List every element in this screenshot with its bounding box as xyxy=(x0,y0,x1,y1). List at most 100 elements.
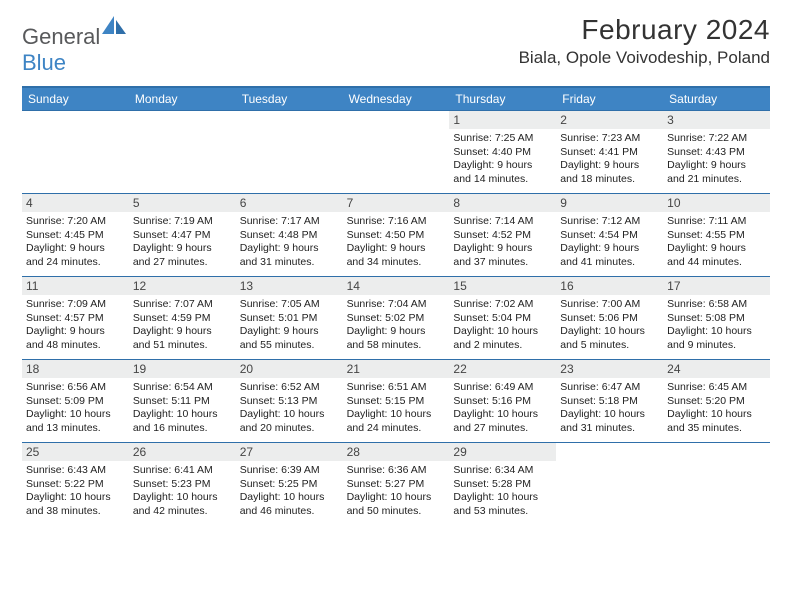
day-cell: 4 Sunrise: 7:20 AMSunset: 4:45 PMDaylight… xyxy=(22,194,129,276)
day-number: 18 xyxy=(22,360,129,378)
weekday-header: Monday xyxy=(129,88,236,110)
day-number: 29 xyxy=(449,443,556,461)
day-cell: 18Sunrise: 6:56 AMSunset: 5:09 PMDayligh… xyxy=(22,360,129,442)
day-cell: 27Sunrise: 6:39 AMSunset: 5:25 PMDayligh… xyxy=(236,443,343,525)
day-cell: 6 Sunrise: 7:17 AMSunset: 4:48 PMDaylight… xyxy=(236,194,343,276)
day-number: 17 xyxy=(663,277,770,295)
day-number: 28 xyxy=(343,443,450,461)
day-cell: 22Sunrise: 6:49 AMSunset: 5:16 PMDayligh… xyxy=(449,360,556,442)
day-info: Sunrise: 6:52 AMSunset: 5:13 PMDaylight:… xyxy=(240,381,339,436)
location-subtitle: Biala, Opole Voivodeship, Poland xyxy=(519,48,770,68)
day-cell: 20 Sunrise: 6:52 AMSunset: 5:13 PMDayligh… xyxy=(236,360,343,442)
day-number: 23 xyxy=(556,360,663,378)
day-number: 20 xyxy=(236,360,343,378)
day-cell: 12 Sunrise: 7:07 AMSunset: 4:59 PMDayligh… xyxy=(129,277,236,359)
day-info: Sunrise: 6:36 AMSunset: 5:27 PMDaylight:… xyxy=(347,464,446,519)
day-cell: 25 Sunrise: 6:43 AMSunset: 5:22 PMDayligh… xyxy=(22,443,129,525)
logo-word-general: General xyxy=(22,24,100,49)
weekday-header: Wednesday xyxy=(343,88,450,110)
day-cell: 2Sunrise: 7:23 AMSunset: 4:41 PMDaylight… xyxy=(556,111,663,193)
day-number: 4 xyxy=(22,194,129,212)
day-info: Sunrise: 7:09 AMSunset: 4:57 PMDaylight:… xyxy=(26,298,125,353)
day-info: Sunrise: 7:00 AMSunset: 5:06 PMDaylight:… xyxy=(560,298,659,353)
day-info: Sunrise: 7:19 AMSunset: 4:47 PMDaylight:… xyxy=(133,215,232,270)
empty-cell xyxy=(129,111,236,193)
weeks-container: 1 Sunrise: 7:25 AMSunset: 4:40 PMDaylight… xyxy=(22,110,770,525)
day-info: Sunrise: 6:43 AMSunset: 5:22 PMDaylight:… xyxy=(26,464,125,519)
day-info: Sunrise: 6:45 AMSunset: 5:20 PMDaylight:… xyxy=(667,381,766,436)
day-info: Sunrise: 7:07 AMSunset: 4:59 PMDaylight:… xyxy=(133,298,232,353)
day-info: Sunrise: 7:22 AMSunset: 4:43 PMDaylight:… xyxy=(667,132,766,187)
week-row: 11 Sunrise: 7:09 AMSunset: 4:57 PMDayligh… xyxy=(22,276,770,359)
day-info: Sunrise: 7:14 AMSunset: 4:52 PMDaylight:… xyxy=(453,215,552,270)
weekday-header: Saturday xyxy=(663,88,770,110)
day-cell: 14 Sunrise: 7:04 AMSunset: 5:02 PMDayligh… xyxy=(343,277,450,359)
day-number: 22 xyxy=(449,360,556,378)
day-cell: 19 Sunrise: 6:54 AMSunset: 5:11 PMDayligh… xyxy=(129,360,236,442)
day-cell: 23 Sunrise: 6:47 AMSunset: 5:18 PMDayligh… xyxy=(556,360,663,442)
day-number: 11 xyxy=(22,277,129,295)
day-number: 13 xyxy=(236,277,343,295)
logo-text: General Blue xyxy=(22,20,128,76)
week-row: 25 Sunrise: 6:43 AMSunset: 5:22 PMDayligh… xyxy=(22,442,770,525)
day-info: Sunrise: 7:05 AMSunset: 5:01 PMDaylight:… xyxy=(240,298,339,353)
page-header: General Blue February 2024 Biala, Opole … xyxy=(22,14,770,76)
day-info: Sunrise: 7:17 AMSunset: 4:48 PMDaylight:… xyxy=(240,215,339,270)
empty-cell xyxy=(663,443,770,525)
sail-icon xyxy=(100,14,128,38)
day-cell: 8 Sunrise: 7:14 AMSunset: 4:52 PMDaylight… xyxy=(449,194,556,276)
day-info: Sunrise: 6:58 AMSunset: 5:08 PMDaylight:… xyxy=(667,298,766,353)
day-info: Sunrise: 7:04 AMSunset: 5:02 PMDaylight:… xyxy=(347,298,446,353)
day-number: 16 xyxy=(556,277,663,295)
day-info: Sunrise: 6:54 AMSunset: 5:11 PMDaylight:… xyxy=(133,381,232,436)
day-number: 6 xyxy=(236,194,343,212)
day-number: 9 xyxy=(556,194,663,212)
day-number: 19 xyxy=(129,360,236,378)
day-cell: 21Sunrise: 6:51 AMSunset: 5:15 PMDayligh… xyxy=(343,360,450,442)
day-cell: 28 Sunrise: 6:36 AMSunset: 5:27 PMDayligh… xyxy=(343,443,450,525)
day-number: 15 xyxy=(449,277,556,295)
day-info: Sunrise: 6:41 AMSunset: 5:23 PMDaylight:… xyxy=(133,464,232,519)
day-number: 8 xyxy=(449,194,556,212)
day-number: 25 xyxy=(22,443,129,461)
day-info: Sunrise: 7:25 AMSunset: 4:40 PMDaylight:… xyxy=(453,132,552,187)
weekday-header-row: SundayMondayTuesdayWednesdayThursdayFrid… xyxy=(22,88,770,110)
day-number: 10 xyxy=(663,194,770,212)
day-cell: 16 Sunrise: 7:00 AMSunset: 5:06 PMDayligh… xyxy=(556,277,663,359)
calendar-grid: SundayMondayTuesdayWednesdayThursdayFrid… xyxy=(22,86,770,525)
day-cell: 1 Sunrise: 7:25 AMSunset: 4:40 PMDaylight… xyxy=(449,111,556,193)
empty-cell xyxy=(22,111,129,193)
day-info: Sunrise: 7:16 AMSunset: 4:50 PMDaylight:… xyxy=(347,215,446,270)
day-number: 1 xyxy=(449,111,556,129)
day-number: 2 xyxy=(556,111,663,129)
logo-word-blue: Blue xyxy=(22,50,66,75)
day-cell: 7Sunrise: 7:16 AMSunset: 4:50 PMDaylight… xyxy=(343,194,450,276)
day-info: Sunrise: 6:47 AMSunset: 5:18 PMDaylight:… xyxy=(560,381,659,436)
day-cell: 17 Sunrise: 6:58 AMSunset: 5:08 PMDayligh… xyxy=(663,277,770,359)
day-number: 27 xyxy=(236,443,343,461)
day-info: Sunrise: 7:02 AMSunset: 5:04 PMDaylight:… xyxy=(453,298,552,353)
day-number: 12 xyxy=(129,277,236,295)
day-info: Sunrise: 6:34 AMSunset: 5:28 PMDaylight:… xyxy=(453,464,552,519)
weekday-header: Sunday xyxy=(22,88,129,110)
month-title: February 2024 xyxy=(519,14,770,46)
week-row: 1 Sunrise: 7:25 AMSunset: 4:40 PMDaylight… xyxy=(22,110,770,193)
day-cell: 9 Sunrise: 7:12 AMSunset: 4:54 PMDaylight… xyxy=(556,194,663,276)
day-number: 3 xyxy=(663,111,770,129)
day-cell: 24Sunrise: 6:45 AMSunset: 5:20 PMDayligh… xyxy=(663,360,770,442)
day-cell: 29 Sunrise: 6:34 AMSunset: 5:28 PMDayligh… xyxy=(449,443,556,525)
empty-cell xyxy=(556,443,663,525)
week-row: 4 Sunrise: 7:20 AMSunset: 4:45 PMDaylight… xyxy=(22,193,770,276)
day-number: 26 xyxy=(129,443,236,461)
day-cell: 15 Sunrise: 7:02 AMSunset: 5:04 PMDayligh… xyxy=(449,277,556,359)
day-cell: 5 Sunrise: 7:19 AMSunset: 4:47 PMDaylight… xyxy=(129,194,236,276)
day-number: 5 xyxy=(129,194,236,212)
day-number: 21 xyxy=(343,360,450,378)
day-info: Sunrise: 7:12 AMSunset: 4:54 PMDaylight:… xyxy=(560,215,659,270)
week-row: 18Sunrise: 6:56 AMSunset: 5:09 PMDayligh… xyxy=(22,359,770,442)
day-info: Sunrise: 7:20 AMSunset: 4:45 PMDaylight:… xyxy=(26,215,125,270)
day-number: 14 xyxy=(343,277,450,295)
day-cell: 26 Sunrise: 6:41 AMSunset: 5:23 PMDayligh… xyxy=(129,443,236,525)
day-cell: 10Sunrise: 7:11 AMSunset: 4:55 PMDayligh… xyxy=(663,194,770,276)
calendar-page: General Blue February 2024 Biala, Opole … xyxy=(0,0,792,535)
